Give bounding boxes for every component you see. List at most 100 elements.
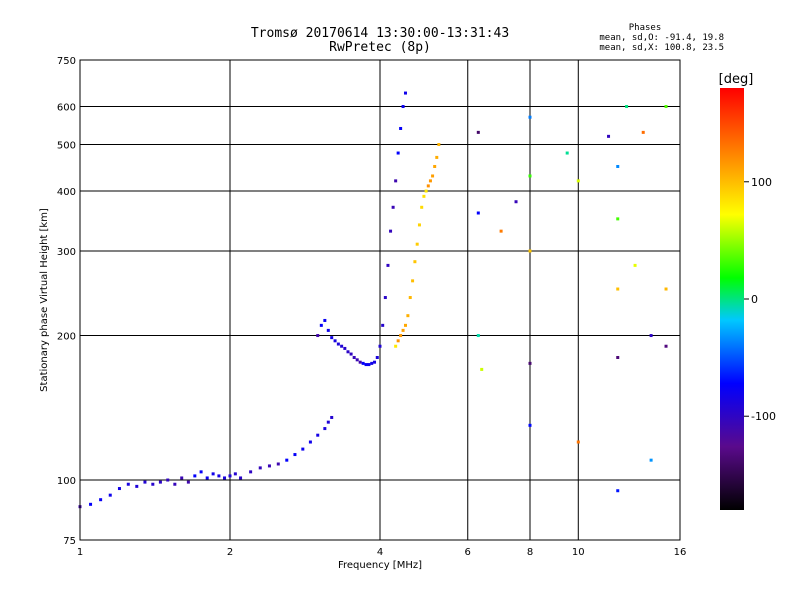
data-point — [223, 476, 227, 480]
data-point — [205, 476, 209, 480]
data-point — [239, 476, 243, 480]
data-point — [399, 334, 403, 338]
data-point — [173, 482, 177, 486]
data-point — [528, 174, 532, 178]
data-point — [528, 361, 532, 365]
x-tick-label: 8 — [527, 547, 533, 558]
data-point — [346, 350, 350, 354]
data-point — [336, 342, 340, 346]
y-tick-label: 750 — [57, 56, 76, 67]
data-point — [499, 229, 503, 233]
x-tick-label: 10 — [572, 547, 585, 558]
phase-stats-o: mean, sd,O: -91.4, 19.8 — [599, 33, 724, 43]
data-point — [476, 334, 480, 338]
data-point — [616, 355, 620, 359]
data-point — [258, 466, 262, 470]
data-point — [193, 474, 197, 478]
y-axis-label: Stationary phase Virtual Height [km] — [39, 208, 50, 392]
data-point — [403, 91, 407, 95]
data-point — [89, 502, 93, 506]
phase-stats-x: mean, sd,X: 100.8, 23.5 — [599, 43, 724, 53]
y-tick-label: 400 — [57, 187, 76, 198]
data-point — [431, 174, 435, 178]
data-point — [383, 296, 387, 300]
data-point — [143, 480, 147, 484]
data-point — [411, 279, 415, 283]
data-point — [649, 458, 653, 462]
data-point — [514, 200, 518, 204]
data-point — [420, 205, 424, 209]
data-point — [186, 480, 190, 484]
data-point — [394, 344, 398, 348]
chart-subtitle: RwPretec (8p) — [329, 40, 431, 55]
data-point — [389, 229, 393, 233]
data-point — [396, 339, 400, 343]
x-tick-label: 2 — [227, 547, 233, 558]
data-point — [233, 472, 237, 476]
data-point — [211, 472, 215, 476]
colorbar-label: [deg] — [719, 72, 754, 87]
data-point — [343, 346, 347, 350]
data-point — [576, 179, 580, 183]
data-point — [276, 462, 280, 466]
data-point — [349, 352, 353, 356]
data-point — [117, 487, 121, 491]
data-point — [401, 328, 405, 332]
colorbar-tick-label: -100 — [751, 410, 776, 423]
colorbar-ticks: 100 0 -100 — [744, 176, 776, 423]
data-point — [361, 361, 365, 365]
data-point — [480, 367, 484, 371]
data-point — [367, 363, 371, 367]
x-tick-label: 6 — [465, 547, 471, 558]
data-point — [633, 263, 637, 267]
data-point — [293, 453, 297, 457]
data-point — [340, 344, 344, 348]
y-tick-label: 75 — [63, 536, 76, 547]
data-point — [323, 427, 327, 431]
data-point — [326, 420, 330, 424]
data-point — [433, 164, 437, 168]
data-point — [476, 211, 480, 215]
data-point — [316, 433, 320, 437]
x-tick-label: 1 — [77, 547, 83, 558]
data-point — [607, 134, 611, 138]
data-point — [352, 355, 356, 359]
data-point — [108, 493, 112, 497]
data-point — [151, 482, 155, 486]
x-axis-ticks: 1 2 4 6 8 10 16 — [77, 547, 687, 558]
data-point — [308, 440, 312, 444]
y-tick-label: 100 — [57, 476, 76, 487]
data-point — [641, 130, 645, 134]
y-tick-label: 600 — [57, 103, 76, 114]
data-point — [330, 336, 334, 340]
data-point — [437, 143, 441, 147]
data-point — [576, 440, 580, 444]
data-point — [396, 151, 400, 155]
data-point — [528, 115, 532, 119]
phase-stats-header: Phases — [628, 23, 662, 33]
x-axis-label: Frequency [MHz] — [338, 560, 422, 571]
data-point — [422, 194, 426, 198]
colorbar — [720, 88, 744, 510]
data-point — [435, 155, 439, 159]
data-point — [301, 447, 305, 451]
y-tick-label: 200 — [57, 332, 76, 343]
plot-frame — [79, 59, 681, 541]
data-point — [99, 498, 103, 502]
data-point — [649, 334, 653, 338]
data-point — [664, 344, 668, 348]
data-point — [528, 249, 532, 253]
data-point — [228, 474, 232, 478]
data-point — [158, 480, 162, 484]
data-point — [249, 470, 253, 474]
data-point — [326, 328, 330, 332]
data-point — [394, 179, 398, 183]
data-point — [616, 287, 620, 291]
data-point — [415, 242, 419, 246]
grid-lines — [79, 60, 681, 540]
data-point — [424, 189, 428, 193]
data-point — [428, 179, 432, 183]
data-point — [426, 184, 430, 188]
data-point — [199, 470, 203, 474]
data-point — [285, 458, 289, 462]
